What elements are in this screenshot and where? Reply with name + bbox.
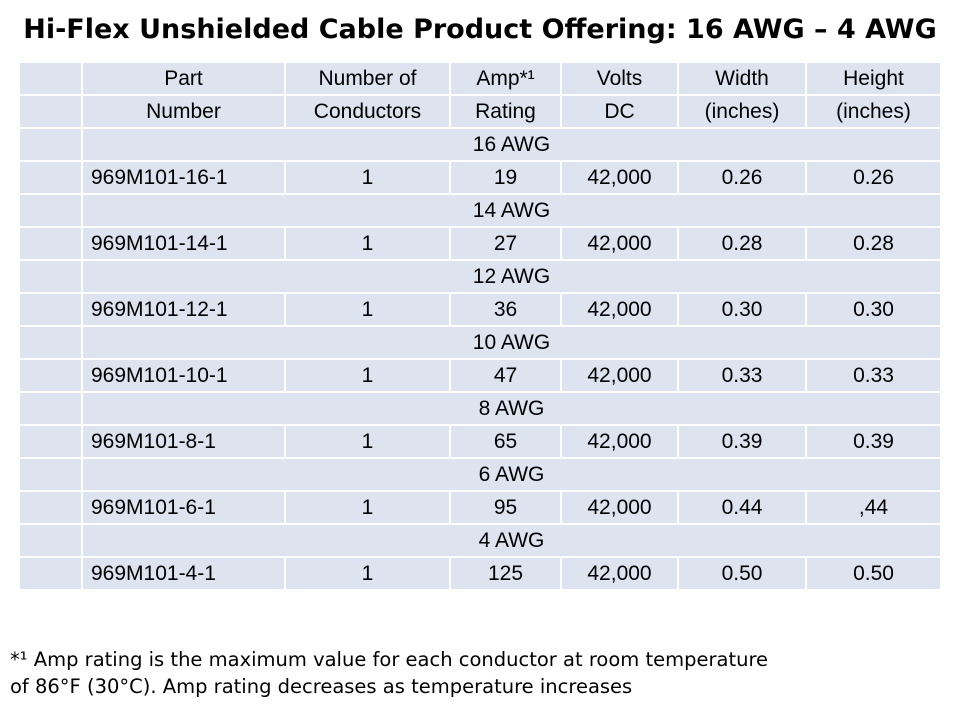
amp-rating-cell: 95 bbox=[449, 490, 562, 525]
width-cell: 0.50 bbox=[677, 556, 807, 591]
header-part-sub: Number bbox=[81, 94, 286, 129]
spacer-cell bbox=[18, 259, 83, 294]
gauge-group-row: 8 AWG bbox=[18, 391, 942, 426]
volts-cell: 42,000 bbox=[560, 160, 679, 195]
width-cell: 0.26 bbox=[677, 160, 807, 195]
gauge-group-row: 16 AWG bbox=[18, 127, 942, 162]
volts-cell: 42,000 bbox=[560, 358, 679, 393]
conductors-cell: 1 bbox=[284, 358, 451, 393]
footnote-line-1: *¹ Amp rating is the maximum value for e… bbox=[10, 648, 769, 671]
part-number-cell: 969M101-6-1 bbox=[81, 490, 286, 525]
amp-rating-cell: 47 bbox=[449, 358, 562, 393]
conductors-cell: 1 bbox=[284, 292, 451, 327]
part-number-cell: 969M101-12-1 bbox=[81, 292, 286, 327]
spacer-cell bbox=[18, 193, 83, 228]
width-cell: 0.33 bbox=[677, 358, 807, 393]
gauge-label: 10 AWG bbox=[81, 325, 942, 360]
volts-cell: 42,000 bbox=[560, 556, 679, 591]
header-width-sub: (inches) bbox=[677, 94, 807, 129]
header-height: Height bbox=[805, 61, 942, 96]
volts-cell: 42,000 bbox=[560, 292, 679, 327]
part-number-cell: 969M101-14-1 bbox=[81, 226, 286, 261]
part-number-cell: 969M101-10-1 bbox=[81, 358, 286, 393]
table-row: 969M101-14-1 1 27 42,000 0.28 0.28 bbox=[18, 226, 942, 261]
gauge-label: 4 AWG bbox=[81, 523, 942, 558]
table-row: 969M101-6-1 1 95 42,000 0.44,44 bbox=[18, 490, 942, 525]
header-height-sub: (inches) bbox=[805, 94, 942, 129]
amp-rating-cell: 125 bbox=[449, 556, 562, 591]
header-volts-sub: DC bbox=[560, 94, 679, 129]
volts-cell: 42,000 bbox=[560, 226, 679, 261]
width-cell: 0.44 bbox=[677, 490, 807, 525]
table-row: 969M101-4-1 1 125 42,000 0.50 0.50 bbox=[18, 556, 942, 591]
spacer-cell bbox=[18, 358, 83, 393]
gauge-group-row: 10 AWG bbox=[18, 325, 942, 360]
header-amp: Amp*¹ bbox=[449, 61, 562, 96]
gauge-group-row: 12 AWG bbox=[18, 259, 942, 294]
header-row-2: Number Conductors Rating DC (inches) (in… bbox=[18, 94, 942, 129]
table-row: 969M101-8-1 1 65 42,000 0.39 0.39 bbox=[18, 424, 942, 459]
part-number-cell: 969M101-8-1 bbox=[81, 424, 286, 459]
spacer-cell bbox=[18, 292, 83, 327]
header-amp-sub: Rating bbox=[449, 94, 562, 129]
gauge-group-row: 6 AWG bbox=[18, 457, 942, 492]
spacer-cell bbox=[18, 556, 83, 591]
spacer-cell bbox=[18, 325, 83, 360]
spacer-cell bbox=[18, 226, 83, 261]
header-volts: Volts bbox=[560, 61, 679, 96]
slide-title: Hi-Flex Unshielded Cable Product Offerin… bbox=[23, 14, 937, 45]
header-row-1: Part Number of Amp*¹ Volts Width Height bbox=[18, 61, 942, 96]
width-cell: 0.28 bbox=[677, 226, 807, 261]
table-row: 969M101-12-1 1 36 42,000 0.30 0.30 bbox=[18, 292, 942, 327]
conductors-cell: 1 bbox=[284, 556, 451, 591]
amp-rating-cell: 36 bbox=[449, 292, 562, 327]
table-row: 969M101-16-1 1 19 42,000 0.26 0.26 bbox=[18, 160, 942, 195]
width-cell: 0.30 bbox=[677, 292, 807, 327]
header-conductors: Number of bbox=[284, 61, 451, 96]
gauge-label: 8 AWG bbox=[81, 391, 942, 426]
amp-rating-cell: 19 bbox=[449, 160, 562, 195]
gauge-label: 16 AWG bbox=[81, 127, 942, 162]
table-row: 969M101-10-1 1 47 42,000 0.33 0.33 bbox=[18, 358, 942, 393]
height-cell: ,44 bbox=[805, 490, 942, 525]
height-cell: 0.28 bbox=[805, 226, 942, 261]
conductors-cell: 1 bbox=[284, 226, 451, 261]
spacer-cell bbox=[18, 391, 83, 426]
amp-rating-cell: 27 bbox=[449, 226, 562, 261]
spacer-cell bbox=[18, 424, 83, 459]
width-cell: 0.39 bbox=[677, 424, 807, 459]
volts-cell: 42,000 bbox=[560, 424, 679, 459]
header-part: Part bbox=[81, 61, 286, 96]
height-cell: 0.26 bbox=[805, 160, 942, 195]
spacer-cell bbox=[18, 160, 83, 195]
height-cell: 0.39 bbox=[805, 424, 942, 459]
gauge-group-row: 14 AWG bbox=[18, 193, 942, 228]
conductors-cell: 1 bbox=[284, 490, 451, 525]
height-cell: 0.33 bbox=[805, 358, 942, 393]
conductors-cell: 1 bbox=[284, 424, 451, 459]
volts-cell: 42,000 bbox=[560, 490, 679, 525]
gauge-label: 6 AWG bbox=[81, 457, 942, 492]
amp-rating-cell: 65 bbox=[449, 424, 562, 459]
header-width: Width bbox=[677, 61, 807, 96]
height-cell: 0.50 bbox=[805, 556, 942, 591]
spacer-cell bbox=[18, 61, 83, 96]
gauge-label: 12 AWG bbox=[81, 259, 942, 294]
part-number-cell: 969M101-4-1 bbox=[81, 556, 286, 591]
header-conductors-sub: Conductors bbox=[284, 94, 451, 129]
footnote: *¹ Amp rating is the maximum value for e… bbox=[10, 646, 955, 700]
gauge-group-row: 4 AWG bbox=[18, 523, 942, 558]
gauge-label: 14 AWG bbox=[81, 193, 942, 228]
spacer-cell bbox=[18, 127, 83, 162]
height-cell: 0.30 bbox=[805, 292, 942, 327]
spacer-cell bbox=[18, 457, 83, 492]
cable-product-table: Part Number of Amp*¹ Volts Width Height … bbox=[18, 61, 942, 591]
spacer-cell bbox=[18, 490, 83, 525]
footnote-line-2: of 86°F (30°C). Amp rating decreases as … bbox=[10, 675, 633, 698]
spacer-cell bbox=[18, 523, 83, 558]
conductors-cell: 1 bbox=[284, 160, 451, 195]
part-number-cell: 969M101-16-1 bbox=[81, 160, 286, 195]
spacer-cell bbox=[18, 94, 83, 129]
